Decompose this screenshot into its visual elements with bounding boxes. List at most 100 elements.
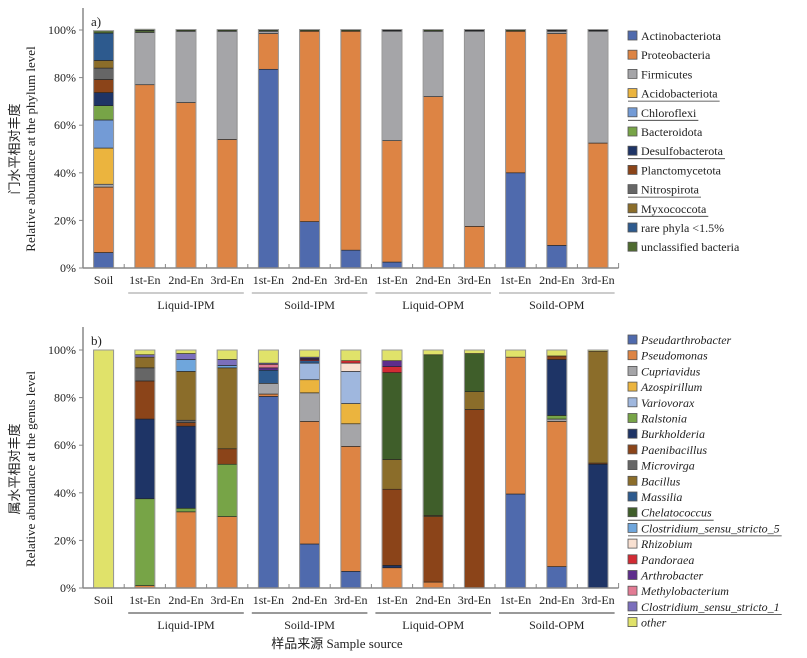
bar-segment: [546, 421, 568, 567]
legend-swatch: [627, 126, 638, 137]
legend-swatch: [627, 164, 638, 175]
legend-label: Burkholderia: [641, 427, 705, 441]
legend-label: Azospirillum: [640, 380, 703, 394]
bar-segment: [546, 349, 568, 357]
legend-label: Ralstonia: [640, 412, 687, 426]
legend-label: unclassified bacteria: [641, 240, 740, 254]
y-tick-label: 60%: [54, 438, 76, 452]
y-tick-label: 100%: [48, 23, 76, 37]
bar-segment: [587, 30, 609, 144]
bar-segment: [216, 448, 238, 465]
legend-label: Planctomycetota: [641, 163, 722, 177]
legend-swatch: [627, 222, 638, 233]
legend-swatch: [627, 184, 638, 195]
legend-item: Chloroflexi: [627, 106, 699, 121]
bar-segment: [464, 349, 485, 354]
panel-phylum: a) 0% 20% 40% 60% 80% 100% Soil 1st-En 2nd-En 3rd…: [7, 8, 740, 312]
bar-stack: [340, 29, 362, 269]
legend-swatch: [627, 365, 638, 376]
bar-stack: [546, 29, 568, 269]
bar-segment: [299, 221, 320, 269]
legend-swatch: [627, 554, 638, 565]
legend-label: Clostridium_sensu_stricto_5: [641, 521, 780, 535]
ylabel-cn-a: 门水平相对丰度: [7, 103, 22, 194]
bar-segment: [546, 355, 568, 360]
bar-segment: [93, 349, 114, 589]
bar-stack: [93, 30, 115, 269]
legend-swatch: [627, 397, 638, 408]
legend-swatch: [627, 444, 638, 455]
bar-segment: [258, 396, 279, 589]
bar-segment: [175, 349, 197, 354]
bar-segment: [587, 142, 609, 269]
y-tick-label: 80%: [54, 391, 76, 405]
bar-segment: [587, 350, 609, 464]
legend-swatch: [627, 145, 638, 156]
bar-segment: [258, 349, 279, 364]
legend-item: Cupriavidus: [627, 364, 701, 378]
legend-item: Microvirga: [627, 459, 695, 473]
bar-stack: [257, 349, 279, 589]
legend-label: Acidobacteriota: [641, 87, 718, 101]
legend-item: Variovorax: [627, 396, 695, 410]
bar-segment: [505, 349, 526, 358]
bar-stack: [587, 29, 609, 269]
bar-stack: [587, 349, 609, 589]
legend-item: Methylobacterium: [627, 584, 729, 598]
legend-label: Chloroflexi: [641, 106, 697, 120]
legend-label: Myxococcota: [641, 202, 707, 216]
legend-swatch: [627, 350, 638, 361]
bar-segment: [340, 423, 362, 447]
x-tick-label: 2nd-En: [168, 593, 203, 607]
bar-segment: [422, 30, 444, 97]
x-tick-label: 1st-En: [500, 273, 531, 287]
legend-swatch: [627, 69, 638, 79]
bar-segment: [93, 60, 114, 69]
legend-label: Nitrospirota: [641, 183, 700, 197]
bar-segment: [299, 392, 320, 422]
legend-item: Clostridium_sensu_stricto_5: [627, 521, 782, 537]
x-tick-label: 2nd-En: [292, 593, 327, 607]
group-label: Liquid-IPM: [157, 298, 215, 312]
x-tick-label: 2nd-En: [292, 273, 327, 287]
bar-segment: [381, 565, 403, 569]
legend-label: Variovorax: [641, 396, 695, 410]
ylabel-a: Relative abundance at the phylum level: [23, 46, 38, 252]
bar-segment: [93, 183, 114, 188]
x-tick-label: 3rd-En: [211, 593, 244, 607]
bar-segment: [340, 446, 362, 572]
bar-stack: [422, 29, 444, 269]
x-tick-label: 1st-En: [376, 593, 407, 607]
legend-item: Chelatococcus: [627, 506, 714, 521]
y-tick-label: 0%: [60, 581, 76, 595]
bar-segment: [340, 403, 362, 425]
x-tick-label: 3rd-En: [211, 273, 244, 287]
bar-segment: [464, 226, 485, 269]
bar-segment: [134, 349, 156, 356]
legend-label: rare phyla <1.5%: [641, 221, 724, 235]
group-label: Liquid-OPM: [402, 298, 464, 312]
legend-label: Firmicutes: [641, 67, 693, 81]
bar-segment: [464, 409, 485, 589]
legend-item: Pseudomonas: [627, 349, 708, 363]
bar-segment: [258, 68, 279, 269]
bar-segment: [546, 415, 568, 420]
bar-stack: [546, 349, 568, 589]
bar-stack: [93, 349, 115, 589]
bar-segment: [93, 67, 114, 80]
bar-segment: [93, 32, 114, 61]
bar-segment: [464, 30, 485, 227]
x-tick-label: 3rd-En: [334, 593, 367, 607]
bar-segment: [381, 366, 403, 373]
bar-segment: [134, 367, 156, 382]
legend-label: other: [641, 616, 667, 630]
legend-item: Pseudarthrobacter: [627, 333, 732, 347]
y-tick-label: 80%: [54, 71, 76, 85]
bar-segment: [422, 516, 444, 583]
bar-stack: [216, 29, 238, 269]
bar-stack: [134, 28, 156, 269]
legend-label: Actinobacteriota: [641, 29, 722, 43]
legend-label: Pandoraea: [640, 553, 694, 567]
legend-swatch: [627, 334, 638, 345]
legend-item: Nitrospirota: [627, 183, 701, 198]
